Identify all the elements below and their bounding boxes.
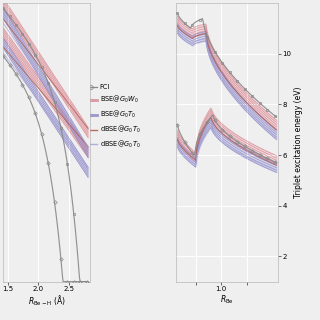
Y-axis label: Triplet excitation energy (eV): Triplet excitation energy (eV) bbox=[294, 87, 303, 198]
X-axis label: $R_{\mathrm{Be-H}}$ (Å): $R_{\mathrm{Be-H}}$ (Å) bbox=[28, 293, 66, 308]
Legend: FCI, BSE@$G_0W_0$, BSE@$G_0T_0$, dBSE@$G_0T_0$, dBSE@$G_0T_0$: FCI, BSE@$G_0W_0$, BSE@$G_0T_0$, dBSE@$G… bbox=[84, 84, 140, 150]
X-axis label: $R_{\mathrm{Be}}$: $R_{\mathrm{Be}}$ bbox=[220, 293, 235, 306]
